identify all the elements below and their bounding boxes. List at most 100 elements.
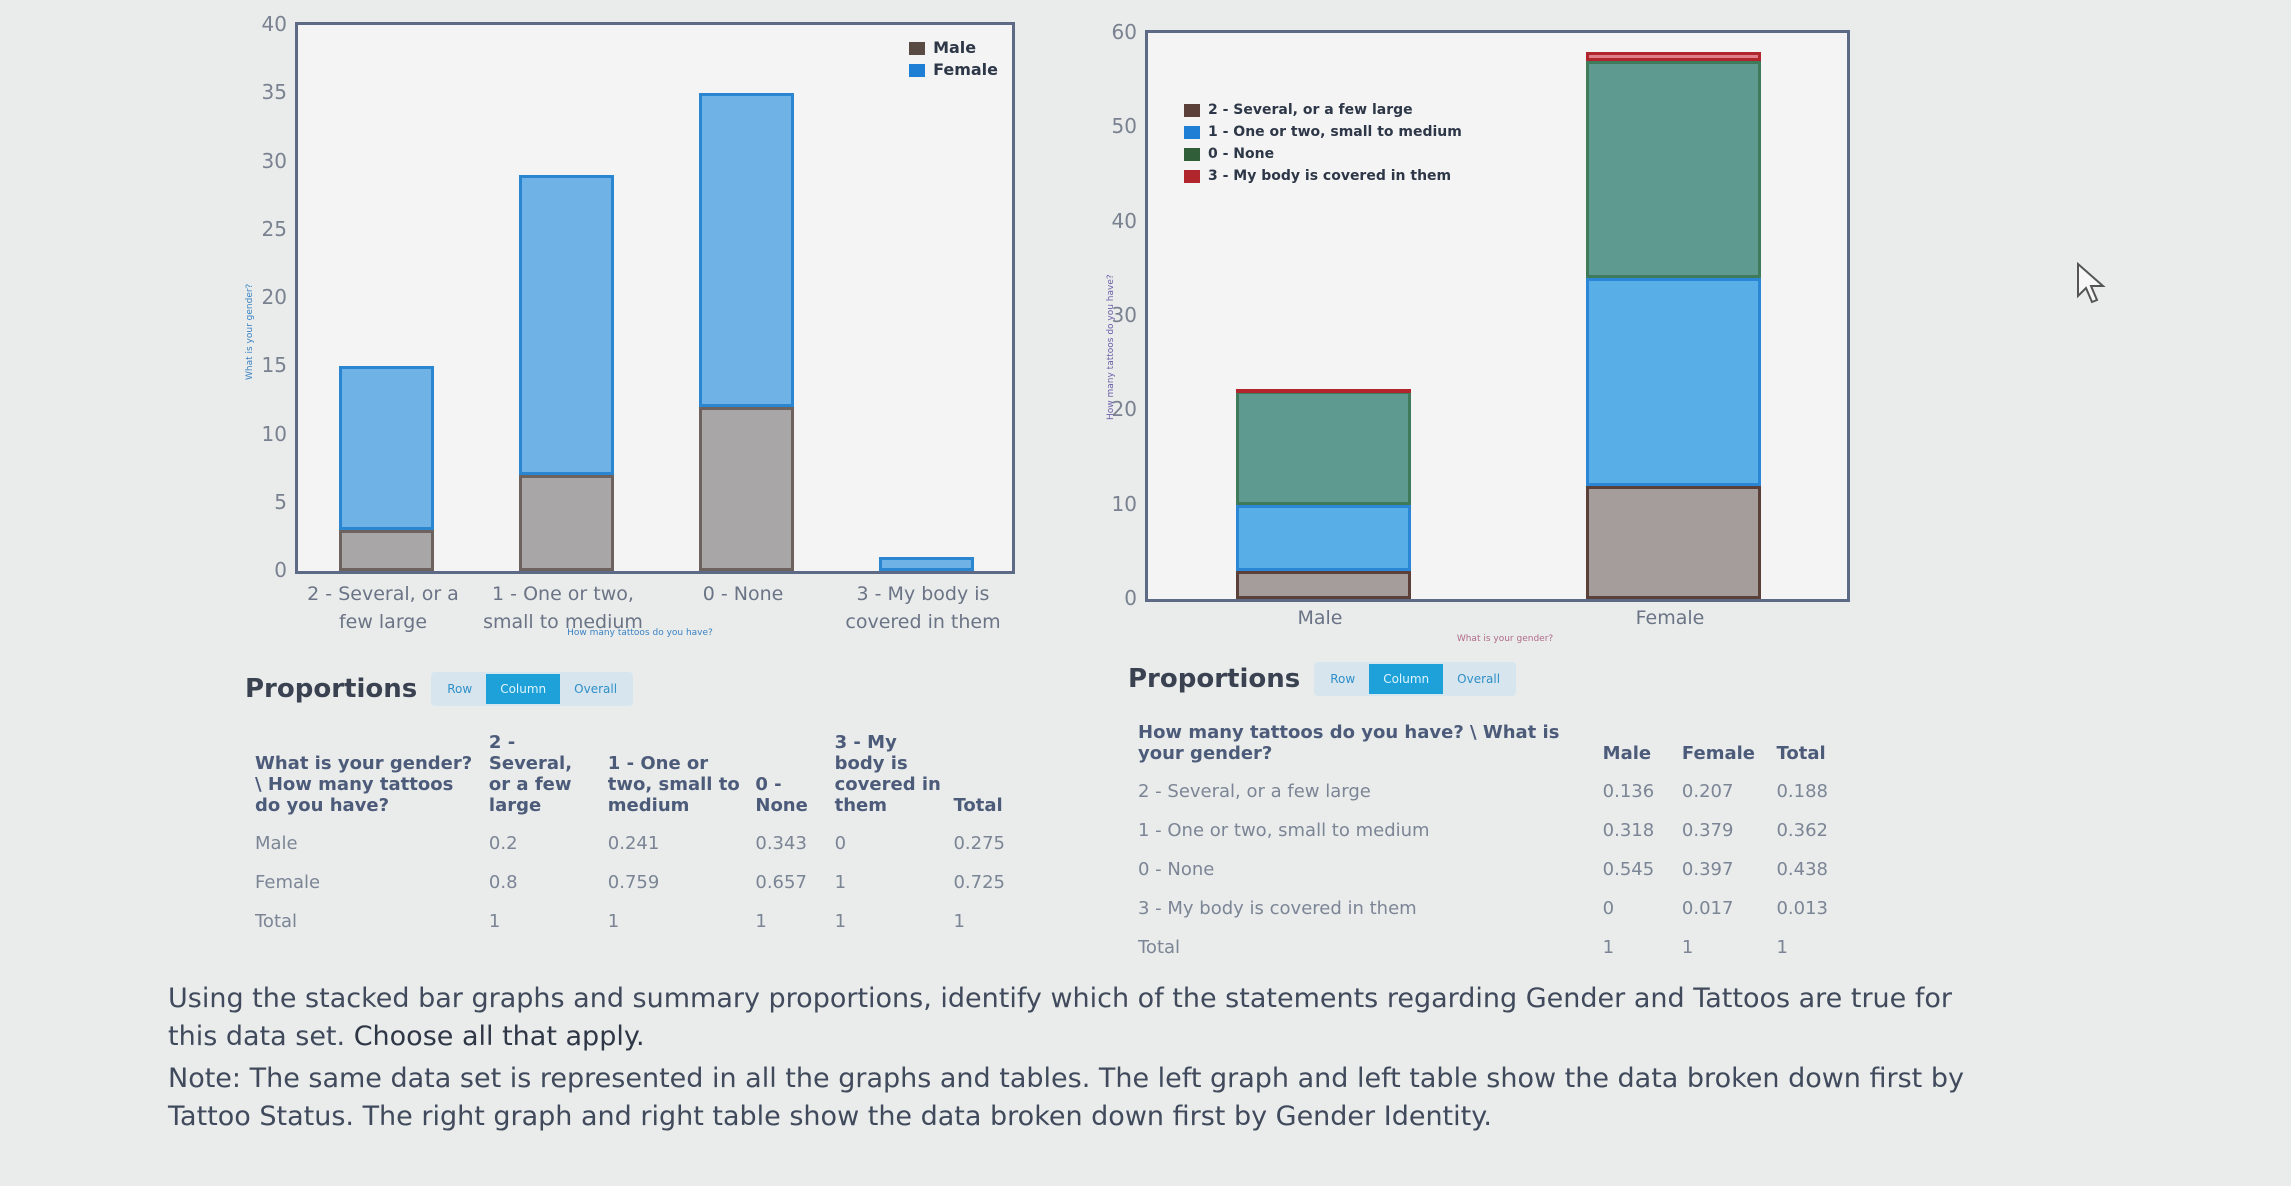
y-tick-label: 5 xyxy=(274,489,287,514)
table-cell: 0.241 xyxy=(607,833,660,854)
y-tick-label: 35 xyxy=(261,80,287,105)
table-cell: 0.136 xyxy=(1602,781,1655,802)
right-table-header-row: How many tattoos do you have? \ What is … xyxy=(1138,718,1838,772)
x-tick-label: Female xyxy=(1635,607,1705,629)
left-table-corner-header: What is your gender? \ How many tattoos … xyxy=(255,753,473,816)
table-cell: 1 xyxy=(1681,937,1694,958)
legend-item-none: 0 - None xyxy=(1184,143,1462,165)
left-col-header-several: 2 - Several, or a few large xyxy=(488,732,573,816)
table-cell: 0.188 xyxy=(1776,781,1828,802)
left-table-row: Female 0.8 0.759 0.657 1 0.725 xyxy=(255,863,1015,902)
y-tick-label: 40 xyxy=(1111,208,1137,233)
x-tick-label: 3 - My body is covered in them xyxy=(845,583,1001,633)
legend-item-several: 2 - Several, or a few large xyxy=(1184,99,1462,121)
bar-segment xyxy=(1235,504,1411,571)
table-cell: 0.8 xyxy=(488,872,518,893)
right-chart-plot-area: 2 - Several, or a few large 1 - One or t… xyxy=(1145,30,1850,602)
y-tick-label: 25 xyxy=(261,216,287,241)
left-proportion-mode-toggle: Row Column Overall xyxy=(431,672,634,706)
bar-segment xyxy=(1585,61,1761,279)
right-bar-male[interactable] xyxy=(1235,389,1411,599)
left-bar-2[interactable] xyxy=(698,93,794,571)
left-bar-3[interactable] xyxy=(878,557,974,571)
table-cell: 0.362 xyxy=(1776,820,1828,841)
table-cell: 0.275 xyxy=(953,833,1005,854)
left-col-header-total: Total xyxy=(953,795,1003,816)
bar-segment-female xyxy=(698,93,794,408)
one-or-two-swatch-icon xyxy=(1184,125,1200,139)
y-tick-label: 60 xyxy=(1111,20,1137,44)
right-table-corner-header: How many tattoos do you have? \ What is … xyxy=(1138,722,1560,764)
x-tick-label: 1 - One or two, small to medium xyxy=(483,583,643,633)
row-label: 1 - One or two, small to medium xyxy=(1138,820,1430,841)
legend-item-male: Male xyxy=(909,37,998,59)
table-cell: 0.545 xyxy=(1602,859,1655,880)
bar-cap xyxy=(1235,389,1411,394)
bar-segment-male xyxy=(698,407,794,571)
table-cell: 0.207 xyxy=(1681,781,1734,802)
right-chart-legend: 2 - Several, or a few large 1 - One or t… xyxy=(1184,99,1462,187)
bar-segment-female xyxy=(878,557,974,571)
right-row-button[interactable]: Row xyxy=(1330,672,1356,686)
x-tick-label: 0 - None xyxy=(702,583,784,605)
table-cell: 0 xyxy=(1602,898,1615,919)
table-cell: 0.343 xyxy=(755,833,807,854)
mouse-pointer-icon xyxy=(2077,262,2106,304)
left-chart-plot-area: Male Female xyxy=(295,22,1015,574)
table-cell: 1 xyxy=(834,872,847,893)
left-bar-1[interactable] xyxy=(518,175,614,571)
left-chart-y-label: What is your gender? xyxy=(245,283,255,380)
y-tick-label: 0 xyxy=(1124,586,1137,610)
right-proportions-title: Proportions xyxy=(1128,664,1301,694)
row-label: 0 - None xyxy=(1138,859,1215,880)
x-tick-label: Male xyxy=(1297,607,1343,629)
table-cell: 0 xyxy=(834,833,847,854)
table-cell: 0.318 xyxy=(1602,820,1655,841)
table-cell: 1 xyxy=(1602,937,1615,958)
row-label: Male xyxy=(255,833,298,854)
y-tick-label: 30 xyxy=(1111,303,1137,327)
right-proportion-mode-toggle: Row Column Overall xyxy=(1314,662,1517,696)
row-label: Total xyxy=(255,911,298,932)
right-overall-button[interactable]: Overall xyxy=(1457,672,1501,686)
table-cell: 0.379 xyxy=(1681,820,1734,841)
left-table-row: Male 0.2 0.241 0.343 0 0.275 xyxy=(255,824,1015,863)
table-cell: 0.657 xyxy=(755,872,807,893)
right-proportions-header: Proportions Row Column Overall xyxy=(1128,662,1517,696)
y-tick-label: 10 xyxy=(1111,491,1137,516)
table-cell: 1 xyxy=(1776,937,1788,958)
female-swatch-icon xyxy=(909,63,926,77)
table-cell: 1 xyxy=(488,911,501,932)
y-tick-label: 15 xyxy=(261,353,287,378)
right-table-row: Total 1 1 1 xyxy=(1138,928,1838,967)
table-cell: 1 xyxy=(834,911,847,932)
bar-segment-male xyxy=(518,475,614,571)
right-col-header-female: Female xyxy=(1681,743,1755,764)
left-col-header-none: 0 - None xyxy=(755,774,808,816)
table-cell: 0.438 xyxy=(1776,859,1828,880)
bar-segment xyxy=(1235,391,1411,505)
x-tick-label: 2 - Several, or a few large xyxy=(307,583,459,633)
right-bar-female[interactable] xyxy=(1585,51,1761,599)
bar-segment xyxy=(1585,51,1761,62)
table-cell: 0.725 xyxy=(953,872,1005,893)
table-cell: 1 xyxy=(755,911,767,932)
right-table-row: 1 - One or two, small to medium 0.318 0.37… xyxy=(1138,811,1838,850)
bar-segment-male xyxy=(338,530,434,571)
table-cell: 0.2 xyxy=(488,833,518,854)
left-column-button[interactable]: Column xyxy=(486,674,561,704)
left-bar-0[interactable] xyxy=(338,366,434,571)
left-proportions-table: What is your gender? \ How many tattoos … xyxy=(255,728,1015,941)
y-tick-label: 10 xyxy=(261,421,287,446)
several-swatch-icon xyxy=(1184,103,1200,117)
row-label: 3 - My body is covered in them xyxy=(1138,898,1417,919)
left-overall-button[interactable]: Overall xyxy=(574,682,618,696)
left-chart-legend: Male Female xyxy=(909,37,998,81)
y-tick-label: 0 xyxy=(274,558,287,582)
question-block: Using the stacked bar graphs and summary… xyxy=(168,980,1968,1140)
right-column-button[interactable]: Column xyxy=(1369,664,1444,694)
male-swatch-icon xyxy=(909,41,926,55)
left-row-button[interactable]: Row xyxy=(447,682,473,696)
right-chart-y-label: How many tattoos do you have? xyxy=(1106,274,1116,420)
left-proportions-title: Proportions xyxy=(245,674,418,704)
